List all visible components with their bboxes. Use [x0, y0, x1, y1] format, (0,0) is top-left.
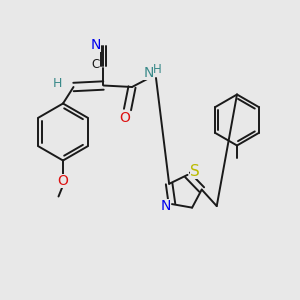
Text: H: H — [52, 77, 62, 91]
Text: O: O — [119, 111, 130, 125]
Text: C: C — [92, 58, 100, 71]
Text: H: H — [153, 63, 162, 76]
Text: O: O — [58, 175, 68, 188]
Text: N: N — [143, 67, 154, 80]
Text: S: S — [190, 164, 200, 179]
Text: N: N — [91, 38, 101, 52]
Text: N: N — [161, 200, 171, 214]
